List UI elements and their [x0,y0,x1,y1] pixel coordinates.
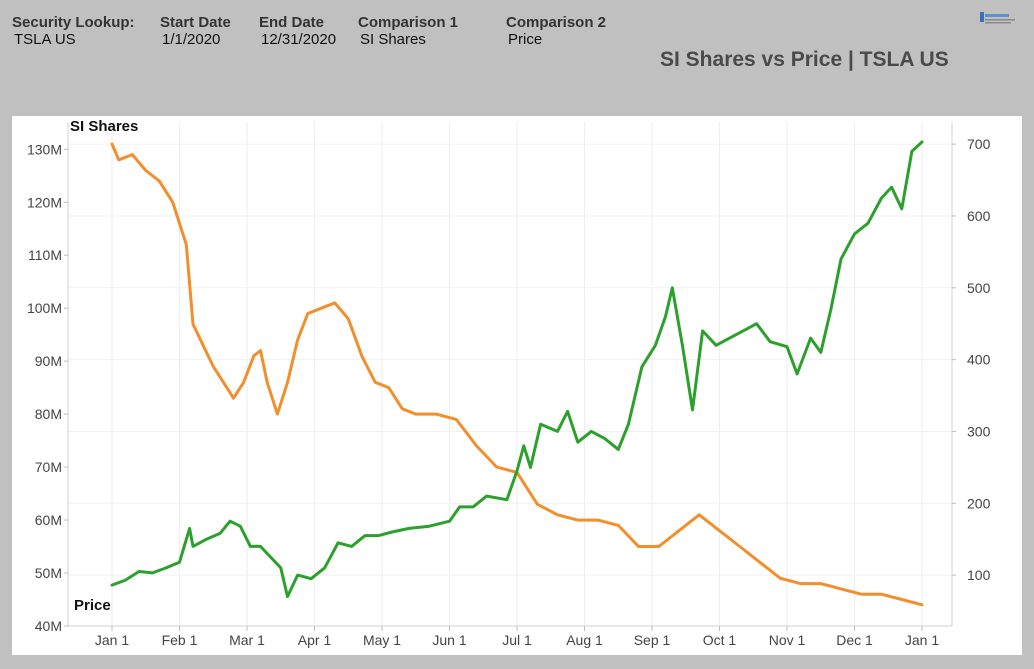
right-tick-label: 100 [967,567,991,583]
x-tick-label: Dec 1 [836,632,873,648]
right-tick-label: 500 [967,280,991,296]
x-tick-label: Aug 1 [566,632,603,648]
security-lookup-value[interactable]: TSLA US [14,31,76,48]
chart-title: SI Shares vs Price | TSLA US [660,48,949,71]
end-date-label: End Date [259,14,325,31]
comparison-1-label: Comparison 1 [358,14,459,31]
left-axis-title: SI Shares [70,118,138,135]
right-tick-label: 700 [967,136,991,152]
right-axis-title: Price [74,597,111,614]
left-tick-label: 40M [35,618,62,634]
chart-panel: Jan 1 Feb 1 Mar 1 Apr 1 May 1 Jun 1 Jul 1 Aug 1… [12,116,1022,655]
price-series-line [110,140,924,599]
right-tick-label: 300 [967,423,991,439]
right-tick-label: 200 [967,495,991,511]
x-tick-label: Jun 1 [432,632,466,648]
left-tick-label: 90M [35,353,62,369]
x-tick-label: Jan 1 [905,632,939,648]
left-tick-label: 50M [35,565,62,581]
left-tick-label: 110M [28,247,62,263]
start-date-value[interactable]: 1/1/2020 [162,31,221,48]
comparison-2-field: Comparison 2 Price [506,14,606,49]
x-tick-label: Mar 1 [229,632,265,648]
x-tick-label: May 1 [363,632,401,648]
comparison-2-label: Comparison 2 [506,14,607,31]
comparison-1-field: Comparison 1 SI Shares [358,14,458,49]
left-tick-label: 100M [27,300,62,316]
comparison-1-value[interactable]: SI Shares [360,31,426,48]
series-layer [110,140,924,607]
x-tick-label: Apr 1 [298,632,332,648]
end-date-value[interactable]: 12/31/2020 [261,31,337,48]
right-tick-label: 400 [967,352,991,368]
x-tick-label: Feb 1 [162,632,198,648]
grid-layer [68,122,952,626]
left-tick-label: 60M [35,512,62,528]
security-lookup-label: Security Lookup: [12,14,135,31]
end-date-field: End Date 12/31/2020 [259,14,336,49]
security-lookup-field: Security Lookup: TSLA US [12,14,135,49]
chart-svg: Jan 1 Feb 1 Mar 1 Apr 1 May 1 Jun 1 Jul 1 Aug 1… [27,118,991,648]
x-tick-label: Jan 1 [95,632,129,648]
left-tick-label: 130M [27,141,62,157]
si-shares-series-line [110,142,924,607]
right-tick-label: 600 [967,208,991,224]
start-date-label: Start Date [160,14,231,31]
axis-layer: Jan 1 Feb 1 Mar 1 Apr 1 May 1 Jun 1 Jul 1 Aug 1… [27,122,991,648]
start-date-field: Start Date 1/1/2020 [160,14,231,49]
x-tick-label: Sep 1 [634,632,671,648]
x-tick-label: Oct 1 [703,632,737,648]
comparison-2-value[interactable]: Price [508,31,543,48]
x-tick-label: Nov 1 [769,632,806,648]
left-tick-label: 70M [35,459,62,475]
left-tick-label: 80M [35,406,62,422]
left-tick-label: 120M [27,194,62,210]
label-layer: SI Shares Price [70,118,138,614]
brand-logo-icon [980,12,1016,26]
x-tick-label: Jul 1 [502,632,532,648]
